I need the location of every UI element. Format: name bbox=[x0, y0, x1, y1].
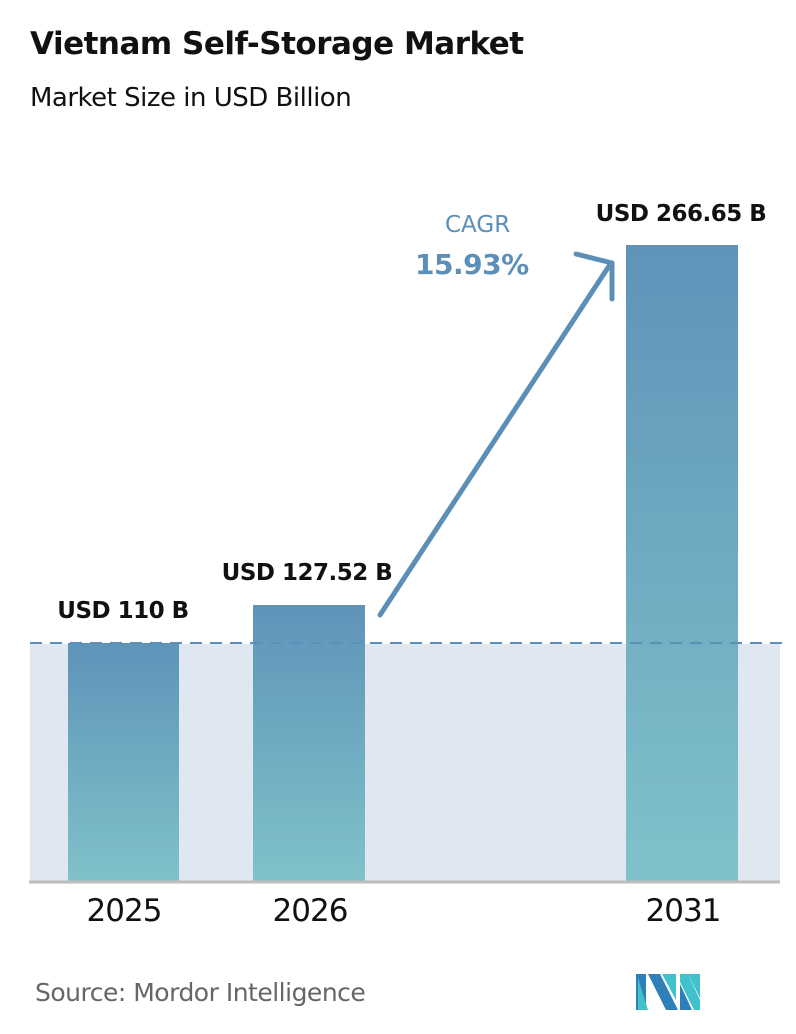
x-tick-2026: 2026 bbox=[272, 893, 349, 929]
bar-2025 bbox=[68, 643, 179, 882]
cagr-label: CAGR bbox=[445, 212, 511, 238]
value-label-2031: USD 266.65 B bbox=[595, 201, 767, 227]
mordor-intelligence-logo-icon bbox=[636, 974, 700, 1010]
x-tick-2031: 2031 bbox=[645, 893, 722, 929]
value-label-2025: USD 110 B bbox=[57, 598, 189, 624]
value-label-2026: USD 127.52 B bbox=[221, 560, 393, 586]
chart-subtitle: Market Size in USD Billion bbox=[30, 83, 352, 113]
source-text: Source: Mordor Intelligence bbox=[35, 978, 366, 1007]
cagr-arrow-icon bbox=[377, 251, 615, 618]
x-tick-2025: 2025 bbox=[86, 893, 163, 929]
bar-2031 bbox=[626, 245, 738, 882]
chart-title: Vietnam Self-Storage Market bbox=[30, 26, 524, 62]
cagr-value: 15.93% bbox=[415, 248, 529, 281]
bar-2026 bbox=[253, 605, 365, 882]
